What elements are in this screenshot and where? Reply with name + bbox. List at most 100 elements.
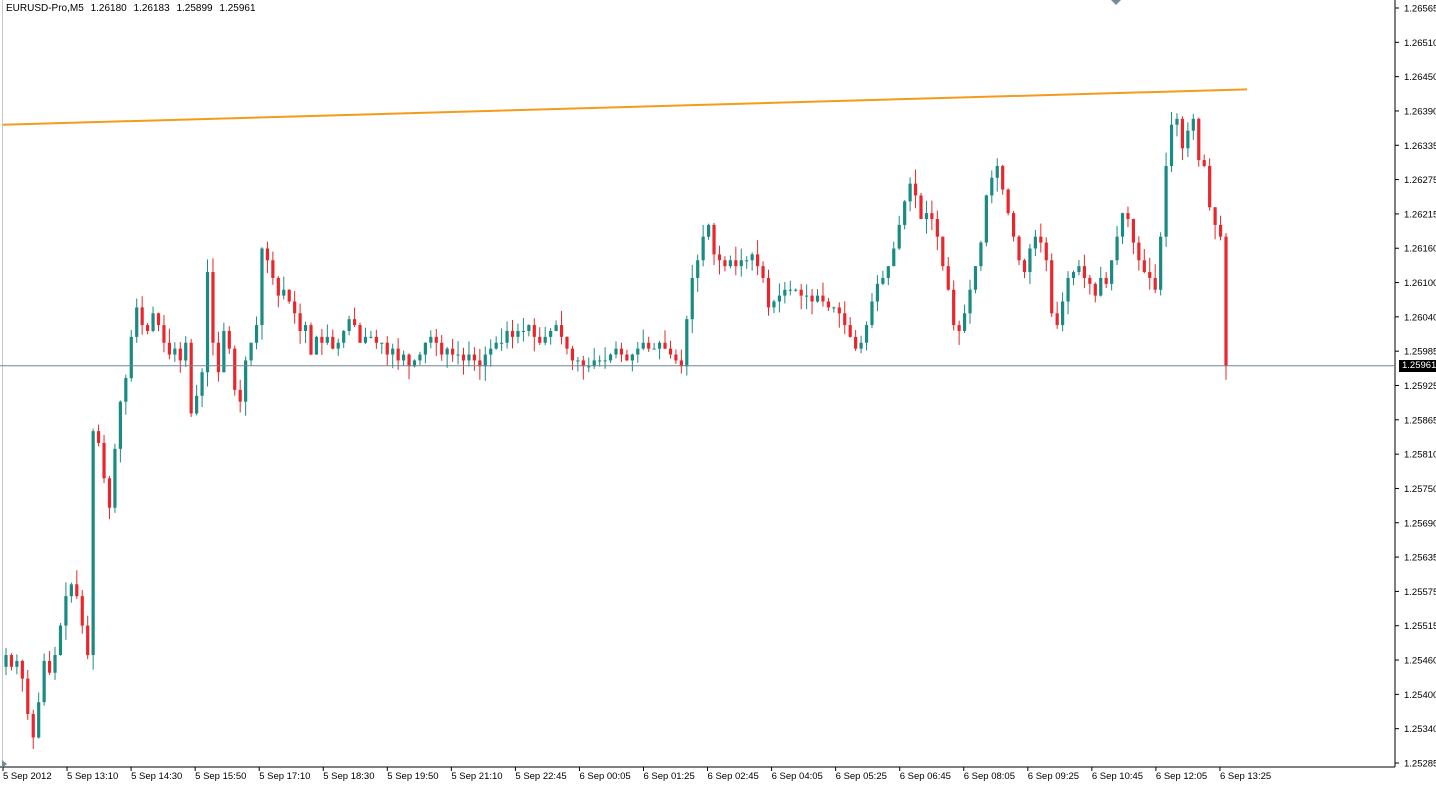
candle-body (282, 289, 286, 296)
time-tick-label: 6 Sep 09:25 (1028, 771, 1079, 782)
candle-body (325, 336, 329, 343)
candle-body (826, 301, 831, 308)
time-tick-label: 5 Sep 22:45 (515, 771, 566, 782)
autoscroll-marker-icon[interactable] (2, 760, 7, 768)
candle-body (696, 260, 700, 278)
candle-body (167, 342, 171, 355)
candle-body (320, 336, 324, 343)
candle-body (587, 366, 591, 368)
candle-body (745, 260, 749, 262)
candle-body (913, 183, 918, 196)
candle-body (53, 655, 57, 673)
candle-body (935, 219, 939, 237)
chart-shift-marker-icon[interactable] (1111, 0, 1121, 5)
candle-body (352, 319, 357, 326)
candle-body (603, 360, 607, 362)
candle-body (712, 224, 716, 255)
candle-body (837, 307, 841, 314)
candle-body (1093, 283, 1097, 296)
price-tick-label: 1.25575 (1404, 587, 1436, 598)
time-axis[interactable]: 5 Sep 2012 5 Sep 13:10 5 Sep 14:30 5 Sep 15… (2, 767, 1271, 782)
candle-body (908, 183, 912, 202)
candle-body (924, 213, 929, 220)
candle-body (91, 431, 95, 656)
candles-layer (4, 111, 1228, 750)
candle-body (37, 702, 41, 738)
price-tick-label: 1.26100 (1404, 278, 1436, 289)
time-tick-label: 5 Sep 17:10 (259, 771, 310, 782)
candle-body (396, 348, 400, 361)
candle-body (647, 342, 651, 349)
price-tick-label: 1.26450 (1404, 72, 1436, 83)
candle-body (358, 325, 362, 343)
time-tick-label: 5 Sep 19:50 (387, 771, 438, 782)
candle-body (15, 660, 19, 667)
time-tick-label: 6 Sep 13:25 (1220, 771, 1271, 782)
price-axis[interactable]: 1.26565 1.26510 1.26450 1.26390 1.26335 1.262… (1395, 4, 1436, 770)
candle-body (1142, 260, 1146, 273)
candle-body (1110, 260, 1114, 284)
time-tick-label: 6 Sep 05:25 (836, 771, 887, 782)
candle-body (723, 260, 727, 267)
candle-body (668, 348, 673, 355)
candle-body (249, 342, 253, 361)
candle-body (886, 266, 890, 278)
candle-body (592, 360, 596, 367)
candle-body (1131, 219, 1136, 243)
candle-body (1050, 260, 1054, 314)
trendline-layer[interactable] (2, 88, 1248, 126)
candle-body (412, 360, 417, 367)
time-tick-label: 5 Sep 2012 (3, 771, 52, 782)
candle-body (777, 295, 781, 302)
candle-body (440, 342, 444, 355)
candle-body (58, 625, 63, 656)
price-tick-label: 1.25750 (1404, 484, 1436, 495)
candle-body (47, 660, 52, 673)
candle-body (189, 342, 193, 414)
candle-body (843, 313, 847, 326)
time-tick-label: 6 Sep 06:45 (900, 771, 951, 782)
open-value: 1.26180 (90, 3, 127, 14)
candle-body (930, 213, 934, 220)
candle-body (614, 348, 618, 355)
candle-body (565, 336, 569, 349)
candle-body (1180, 118, 1185, 149)
candle-body (538, 336, 542, 343)
candle-body (489, 348, 493, 355)
candle-body (962, 313, 967, 331)
candle-body (156, 313, 161, 326)
candle-body (864, 325, 869, 343)
time-tick-label: 6 Sep 08:05 (964, 771, 1015, 782)
candle-body (1082, 266, 1086, 278)
candle-body (875, 283, 880, 302)
candle-body (532, 325, 536, 337)
candle-body (903, 201, 907, 225)
candle-body (401, 354, 406, 361)
time-tick-label: 5 Sep 21:10 (451, 771, 502, 782)
candle-body (892, 248, 896, 267)
candle-body (657, 342, 662, 349)
candle-body (1164, 165, 1168, 237)
candle-body (549, 330, 553, 337)
candle-body (728, 260, 732, 267)
candle-body (113, 448, 117, 508)
candle-body (1197, 118, 1201, 161)
trendline[interactable] (2, 88, 1248, 126)
candle-body (859, 342, 863, 349)
candle-body (1001, 165, 1005, 190)
candle-body (287, 289, 291, 302)
candle-body (706, 224, 711, 237)
candle-body (968, 289, 972, 314)
candle-body (347, 319, 351, 331)
candle-body (717, 254, 722, 261)
candle-body (472, 354, 476, 361)
candle-body (1126, 213, 1130, 220)
candle-body (1175, 118, 1179, 125)
candle-body (162, 325, 166, 343)
time-tick-label: 6 Sep 04:05 (772, 771, 823, 782)
candle-body (135, 307, 139, 337)
candle-body (1099, 277, 1103, 296)
candle-body (636, 348, 640, 355)
